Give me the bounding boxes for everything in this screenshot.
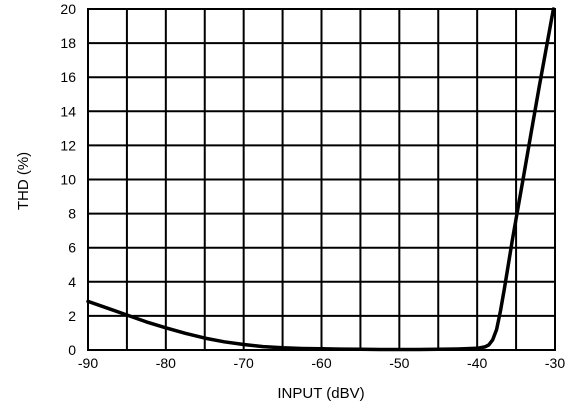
y-tick-label: 10 bbox=[60, 172, 76, 188]
x-tick-label: -60 bbox=[311, 355, 331, 371]
x-axis-title: INPUT (dBV) bbox=[277, 385, 364, 402]
y-tick-label: 16 bbox=[60, 69, 76, 85]
y-tick-label: 0 bbox=[68, 342, 76, 358]
y-tick-label: 20 bbox=[60, 1, 76, 17]
series-layer bbox=[86, 7, 556, 352]
grid bbox=[87, 8, 556, 351]
y-tick-label: 18 bbox=[60, 35, 76, 51]
x-tick-label: -50 bbox=[389, 355, 409, 371]
x-tick-label: -80 bbox=[156, 355, 176, 371]
x-tick-label: -70 bbox=[234, 355, 254, 371]
y-tick-label: 12 bbox=[60, 137, 76, 153]
y-tick-label: 8 bbox=[68, 206, 76, 222]
y-axis-title: THD (%) bbox=[15, 152, 32, 210]
thd-curve bbox=[86, 7, 556, 352]
y-tick-label: 14 bbox=[60, 103, 76, 119]
x-tick-label: -30 bbox=[545, 355, 565, 371]
tick-labels: -90 -80 -70 -60 -50 -40 -30 0 2 4 6 8 10 12 14 16 18 20 bbox=[60, 1, 565, 371]
x-tick-label: -90 bbox=[78, 355, 98, 371]
y-tick-label: 6 bbox=[68, 240, 76, 256]
y-tick-label: 4 bbox=[68, 274, 76, 290]
y-tick-label: 2 bbox=[68, 308, 76, 324]
x-tick-label: -40 bbox=[467, 355, 487, 371]
